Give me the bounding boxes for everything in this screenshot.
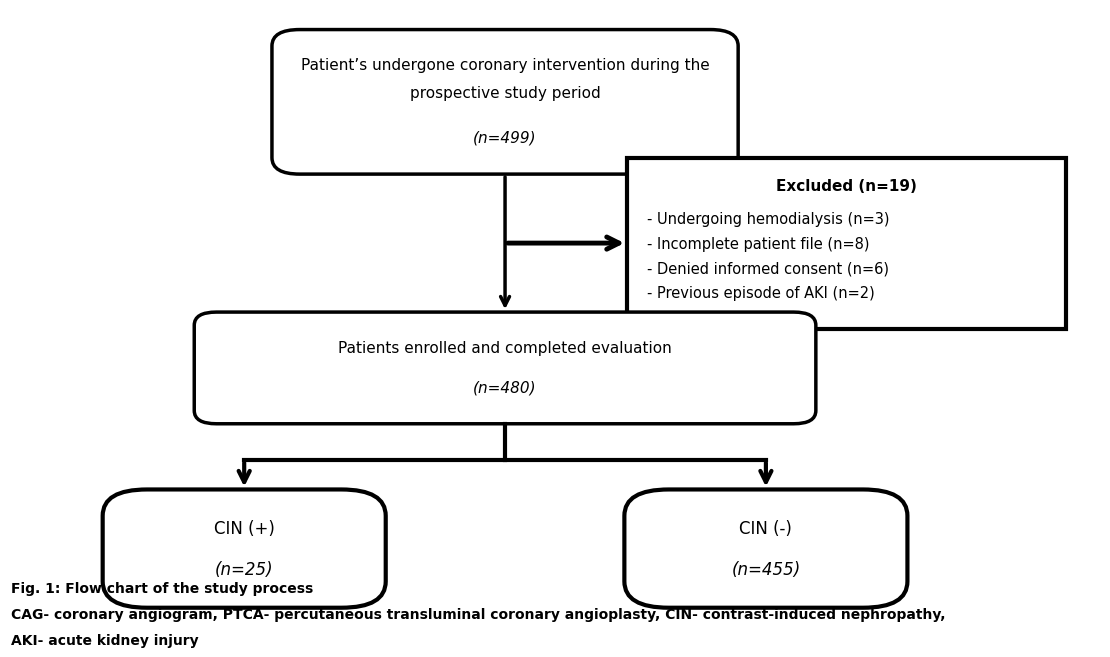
Text: - Incomplete patient file (n=8): - Incomplete patient file (n=8) [647,237,869,252]
Text: - Previous episode of AKI (n=2): - Previous episode of AKI (n=2) [647,286,875,302]
Text: (n=499): (n=499) [473,131,537,145]
Text: CIN (-): CIN (-) [739,520,793,538]
Text: - Undergoing hemodialysis (n=3): - Undergoing hemodialysis (n=3) [647,212,889,227]
Text: Patients enrolled and completed evaluation: Patients enrolled and completed evaluati… [339,341,672,355]
FancyBboxPatch shape [272,30,738,174]
Text: Patient’s undergone coronary intervention during the: Patient’s undergone coronary interventio… [301,58,709,73]
FancyBboxPatch shape [624,489,908,608]
Text: AKI- acute kidney injury: AKI- acute kidney injury [11,635,199,648]
FancyBboxPatch shape [194,312,816,424]
Text: prospective study period: prospective study period [410,86,601,101]
Text: (n=455): (n=455) [731,560,800,579]
Text: (n=25): (n=25) [215,560,273,579]
Text: Excluded (n=19): Excluded (n=19) [776,179,917,194]
Text: - Denied informed consent (n=6): - Denied informed consent (n=6) [647,261,889,277]
Bar [627,158,1066,328]
Text: Fig. 1: Flow chart of the study process: Fig. 1: Flow chart of the study process [11,582,313,596]
FancyBboxPatch shape [102,489,386,608]
Text: (n=480): (n=480) [473,380,537,395]
Text: CAG- coronary angiogram, PTCA- percutaneous transluminal coronary angioplasty, C: CAG- coronary angiogram, PTCA- percutane… [11,608,946,622]
Text: CIN (+): CIN (+) [214,520,274,538]
